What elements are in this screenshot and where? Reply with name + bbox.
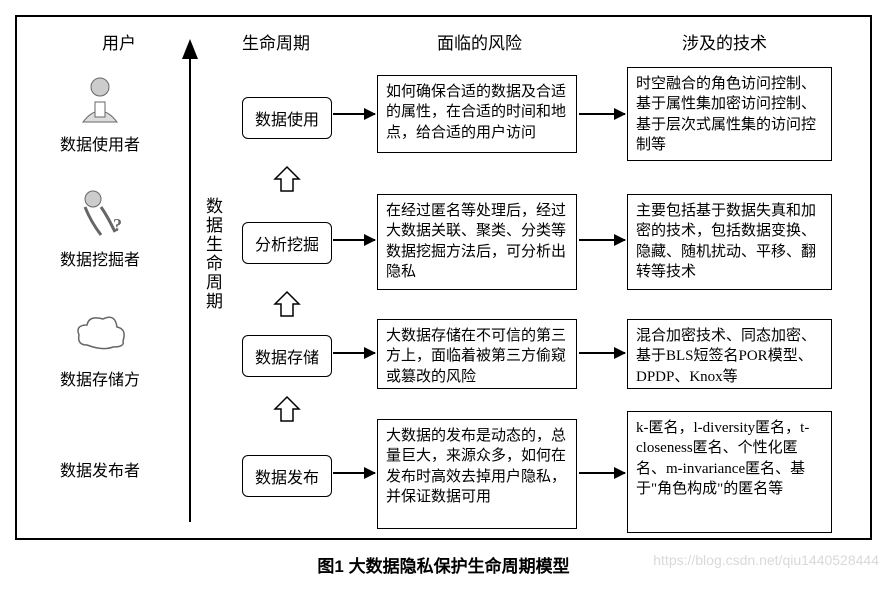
risk-box-0: 如何确保合适的数据及合适的属性，在合适的时间和地点，给合适的用户访问 (377, 75, 577, 153)
lifecycle-arrow-label: 数据生命周期 (200, 197, 225, 311)
lifecycle-arrow-line (189, 57, 191, 522)
arrow-stage-risk-2 (333, 352, 375, 354)
stage-box-1: 分析挖掘 (242, 222, 332, 264)
user-block-1: ? 数据挖掘者 (45, 187, 155, 270)
user-label-1: 数据挖掘者 (45, 246, 155, 270)
cloud-icon (73, 307, 128, 362)
user-block-0: 数据使用者 (45, 72, 155, 155)
up-arrow-icon-2 (273, 395, 297, 423)
up-arrow-icon-1 (273, 290, 297, 318)
header-user: 用户 (102, 29, 136, 54)
arrow-stage-risk-1 (333, 239, 375, 241)
arrow-stage-risk-0 (333, 113, 375, 115)
user-label-2: 数据存储方 (45, 366, 155, 390)
user-miner-icon: ? (73, 187, 128, 242)
svg-text:?: ? (113, 215, 122, 235)
arrow-risk-tech-0 (579, 113, 625, 115)
user-block-2: 数据存储方 (45, 307, 155, 390)
risk-box-2: 大数据存储在不可信的第三方上，面临着被第三方偷窥或篡改的风险 (377, 319, 577, 389)
arrow-risk-tech-2 (579, 352, 625, 354)
lifecycle-arrowhead-icon (182, 39, 198, 59)
up-arrow-icon-0 (273, 165, 297, 193)
arrow-risk-tech-3 (579, 472, 625, 474)
tech-box-1: 主要包括基于数据失真和加密的技术，包括数据变换、隐藏、随机扰动、平移、翻转等技术 (627, 194, 832, 290)
user-label-0: 数据使用者 (45, 131, 155, 155)
header-lifecycle: 生命周期 (242, 29, 310, 54)
risk-box-1: 在经过匿名等处理后，经过大数据关联、聚类、分类等数据挖掘方法后，可分析出隐私 (377, 194, 577, 290)
arrow-risk-tech-1 (579, 239, 625, 241)
watermark: https://blog.csdn.net/qiu1440528444 (653, 552, 879, 568)
user-label-3: 数据发布者 (45, 457, 155, 481)
risk-box-3: 大数据的发布是动态的，总量巨大，来源众多，如何在发布时高效去掉用户隐私，并保证数… (377, 419, 577, 529)
header-risk: 面临的风险 (437, 29, 522, 54)
stage-box-2: 数据存储 (242, 335, 332, 377)
arrow-stage-risk-3 (333, 472, 375, 474)
tech-box-3: k-匿名，l-diversity匿名，t-closeness匿名、个性化匿名、m… (627, 411, 832, 533)
header-tech: 涉及的技术 (682, 29, 767, 54)
user-scientist-icon (73, 72, 128, 127)
diagram-frame: 用户 生命周期 面临的风险 涉及的技术 数据使用者 ? 数据挖掘者 数据存储方 … (15, 15, 872, 540)
tech-box-2: 混合加密技术、同态加密、基于BLS短签名POR模型、DPDP、Knox等 (627, 319, 832, 389)
stage-box-3: 数据发布 (242, 455, 332, 497)
tech-box-0: 时空融合的角色访问控制、基于属性集加密访问控制、基于层次式属性集的访问控制等 (627, 67, 832, 161)
user-block-3: 数据发布者 (45, 457, 155, 481)
stage-box-0: 数据使用 (242, 97, 332, 139)
